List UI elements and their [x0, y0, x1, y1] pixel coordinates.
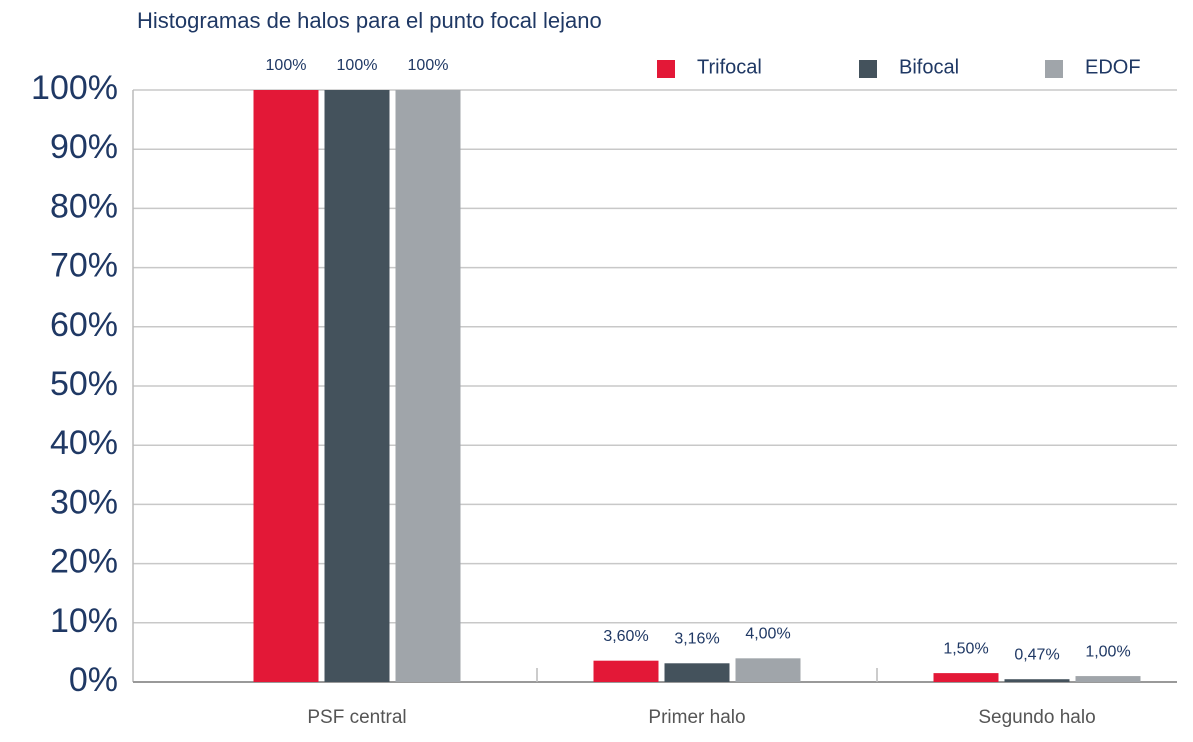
legend-swatch — [657, 60, 675, 78]
legend-swatch — [1045, 60, 1063, 78]
bar — [933, 673, 999, 682]
y-tick-label: 10% — [50, 602, 118, 640]
y-tick-label: 70% — [50, 247, 118, 285]
bar — [593, 660, 659, 682]
bar — [324, 90, 390, 682]
bar — [395, 90, 461, 682]
y-tick-label: 80% — [50, 187, 118, 225]
x-tick-label: Segundo halo — [978, 707, 1095, 728]
bar — [735, 658, 801, 682]
chart-title: Histogramas de halos para el punto focal… — [137, 8, 602, 33]
value-label: 1,50% — [943, 640, 988, 657]
x-tick-label: Primer halo — [648, 707, 745, 728]
y-tick-label: 20% — [50, 543, 118, 581]
bar — [253, 90, 319, 682]
legend-label: Bifocal — [899, 56, 959, 78]
bar — [1004, 679, 1070, 682]
x-tick-label: PSF central — [307, 707, 406, 728]
value-label: 3,60% — [603, 628, 648, 645]
y-tick-label: 30% — [50, 483, 118, 521]
value-label: 100% — [337, 57, 378, 74]
y-tick-label: 50% — [50, 365, 118, 403]
y-tick-label: 100% — [31, 69, 118, 107]
y-tick-label: 40% — [50, 424, 118, 462]
y-tick-label: 0% — [69, 661, 118, 699]
value-label: 3,16% — [674, 631, 719, 648]
value-label: 1,00% — [1085, 643, 1130, 660]
legend-label: Trifocal — [697, 56, 762, 78]
y-tick-label: 90% — [50, 128, 118, 166]
y-tick-label: 60% — [50, 306, 118, 344]
legend-label: EDOF — [1085, 56, 1141, 78]
value-label: 4,00% — [745, 626, 790, 643]
value-label: 100% — [266, 57, 307, 74]
legend-swatch — [859, 60, 877, 78]
value-label: 0,47% — [1014, 646, 1059, 663]
bar — [664, 663, 730, 682]
bar — [1075, 676, 1141, 682]
value-label: 100% — [408, 57, 449, 74]
